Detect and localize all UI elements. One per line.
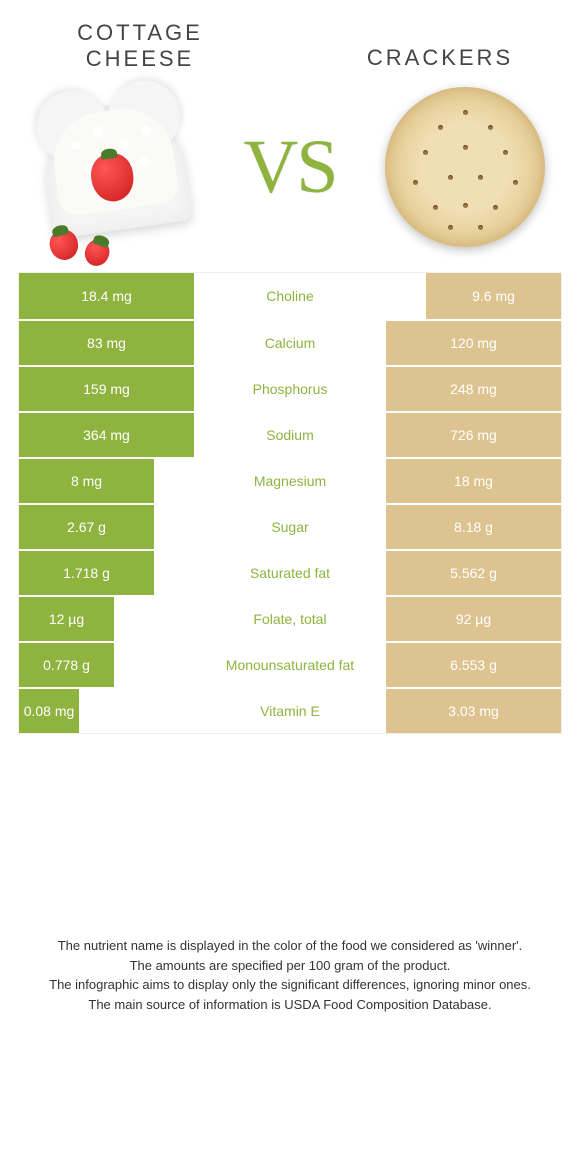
nutrient-label: Sugar <box>194 505 386 549</box>
header: COTTAGE CHEESE CRACKERS <box>0 0 580 72</box>
table-row: 83 mgCalcium120 mg <box>19 319 561 365</box>
footer-line: The amounts are specified per 100 gram o… <box>30 956 550 976</box>
left-value: 18.4 mg <box>19 273 194 319</box>
footer-line: The main source of information is USDA F… <box>30 995 550 1015</box>
title-right: CRACKERS <box>340 45 540 72</box>
nutrient-label: Folate, total <box>194 597 386 641</box>
left-value: 0.08 mg <box>19 689 79 733</box>
right-value: 726 mg <box>386 413 561 457</box>
left-value: 1.718 g <box>19 551 154 595</box>
table-row: 18.4 mgCholine 9.6 mg <box>19 273 561 319</box>
left-value: 364 mg <box>19 413 194 457</box>
left-value: 2.67 g <box>19 505 154 549</box>
table-row: 364 mgSodium726 mg <box>19 411 561 457</box>
footer-line: The nutrient name is displayed in the co… <box>30 936 550 956</box>
right-value: 18 mg <box>386 459 561 503</box>
right-value: 9.6 mg <box>426 273 561 319</box>
nutrient-label: Phosphorus <box>194 367 386 411</box>
right-value: 92 µg <box>386 597 561 641</box>
footer-line: The infographic aims to display only the… <box>30 975 550 995</box>
right-value: 6.553 g <box>386 643 561 687</box>
left-value: 8 mg <box>19 459 154 503</box>
nutrient-label: Sodium <box>194 413 386 457</box>
right-value: 248 mg <box>386 367 561 411</box>
table-row: 1.718 g Saturated fat5.562 g <box>19 549 561 595</box>
nutrient-label: Calcium <box>194 321 386 365</box>
right-value: 8.18 g <box>386 505 561 549</box>
nutrient-label: Saturated fat <box>194 551 386 595</box>
right-value: 5.562 g <box>386 551 561 595</box>
table-row: 12 µg Folate, total92 µg <box>19 595 561 641</box>
left-value: 83 mg <box>19 321 194 365</box>
right-value: 120 mg <box>386 321 561 365</box>
left-value: 0.778 g <box>19 643 114 687</box>
title-left: COTTAGE CHEESE <box>40 20 240 72</box>
footer-notes: The nutrient name is displayed in the co… <box>30 936 550 1014</box>
hero-row: VS <box>0 72 580 272</box>
nutrient-label: Vitamin E <box>194 689 386 733</box>
right-value: 3.03 mg <box>386 689 561 733</box>
left-value: 159 mg <box>19 367 194 411</box>
nutrient-label: Magnesium <box>194 459 386 503</box>
vs-label: VS <box>243 124 336 211</box>
table-row: 8 mg Magnesium18 mg <box>19 457 561 503</box>
cottage-cheese-image <box>30 82 200 252</box>
table-row: 0.778 g Monounsaturated fat6.553 g <box>19 641 561 687</box>
comparison-table: 18.4 mgCholine9.6 mg83 mgCalcium120 mg15… <box>18 272 562 734</box>
table-row: 159 mgPhosphorus248 mg <box>19 365 561 411</box>
left-value: 12 µg <box>19 597 114 641</box>
table-row: 2.67 g Sugar8.18 g <box>19 503 561 549</box>
table-row: 0.08 mg Vitamin E3.03 mg <box>19 687 561 733</box>
nutrient-label: Monounsaturated fat <box>194 643 386 687</box>
cracker-image <box>380 82 550 252</box>
nutrient-label: Choline <box>194 273 386 319</box>
